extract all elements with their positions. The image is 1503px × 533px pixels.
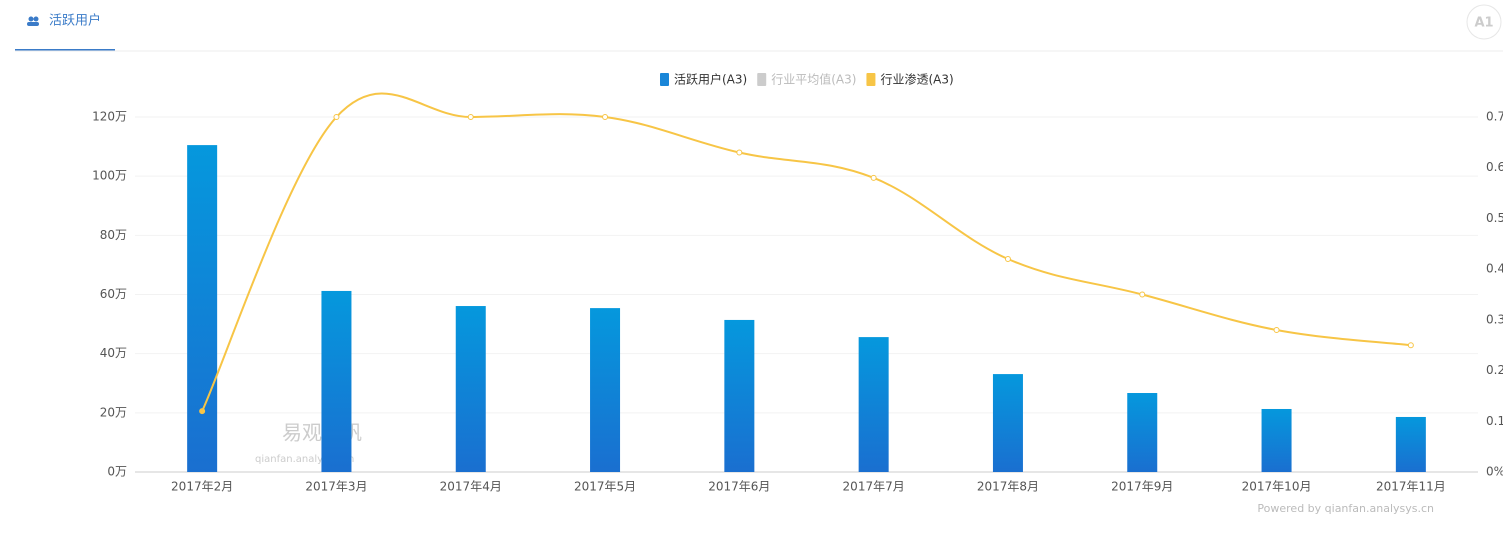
bar [724,319,755,472]
y2ticks-label: 0% [1486,465,1503,479]
bar [1127,393,1158,472]
tab[interactable]: 活跃用户 [15,13,115,52]
y2ticks-label: 0.5 [1486,211,1503,225]
line-point [736,149,743,156]
y2ticks-label: 0.2 [1486,363,1503,377]
yticks-label: 60万 [100,287,127,301]
bar [455,306,486,472]
tab-label[interactable]: 活跃用户 [49,13,101,29]
bar [992,374,1023,472]
line-point [1004,256,1011,262]
yticks-label: 120万 [92,110,127,124]
footer: Powered by qianfan.analysys.cn [1257,502,1434,515]
bar [858,337,889,472]
x-tick-label: 2017年5月 [574,480,636,494]
legend-label[interactable]: 行业平均值(A3) [771,72,856,87]
yticks-label: 0万 [107,465,127,479]
line-point [602,114,609,120]
legend-swatch [757,73,767,86]
x-tick-label: 2017年11月 [1376,480,1446,494]
watermark-url: qianfan.analysys.cn [255,454,354,465]
bar [187,145,218,472]
bar [1261,408,1292,472]
line [201,92,1411,412]
legend-label[interactable]: 活跃用户(A3) [674,72,747,87]
x-tick-label: 2017年10月 [1242,480,1312,494]
badge-circle [1466,4,1502,40]
y2ticks-label: 0.7 [1486,110,1503,124]
badge: A1 [1474,16,1493,31]
line-point [1273,327,1280,333]
line-point [1139,291,1146,298]
bar [590,308,621,472]
x-tick-label: 2017年7月 [843,480,905,494]
legend-label[interactable]: 行业渗透(A3) [880,72,953,87]
yticks-label: 80万 [100,228,127,242]
yticks-label: 20万 [100,405,127,419]
line-point [333,114,340,120]
line-point [199,408,206,415]
y2ticks-label: 0.4 [1486,262,1503,276]
x-tick-label: 2017年2月 [171,480,233,494]
x-tick-label: 2017年3月 [305,480,367,494]
x-tick-label: 2017年9月 [1111,480,1173,494]
line-point [1407,342,1414,349]
y2ticks-label: 0.6 [1486,160,1503,174]
x-tick-label: 2017年4月 [440,480,502,494]
bar [1395,416,1426,472]
y2ticks-label: 0.1 [1486,414,1503,428]
line-point [870,174,877,181]
bar [321,290,352,472]
x-tick-label: 2017年6月 [708,480,770,494]
y2ticks-label: 0.3 [1486,312,1503,326]
yticks-label: 100万 [92,169,127,183]
legend-swatch [660,73,669,86]
yticks-label: 40万 [100,346,127,360]
x-tick-label: 2017年8月 [977,480,1039,494]
line-point [467,114,474,120]
legend-swatch [866,73,876,86]
